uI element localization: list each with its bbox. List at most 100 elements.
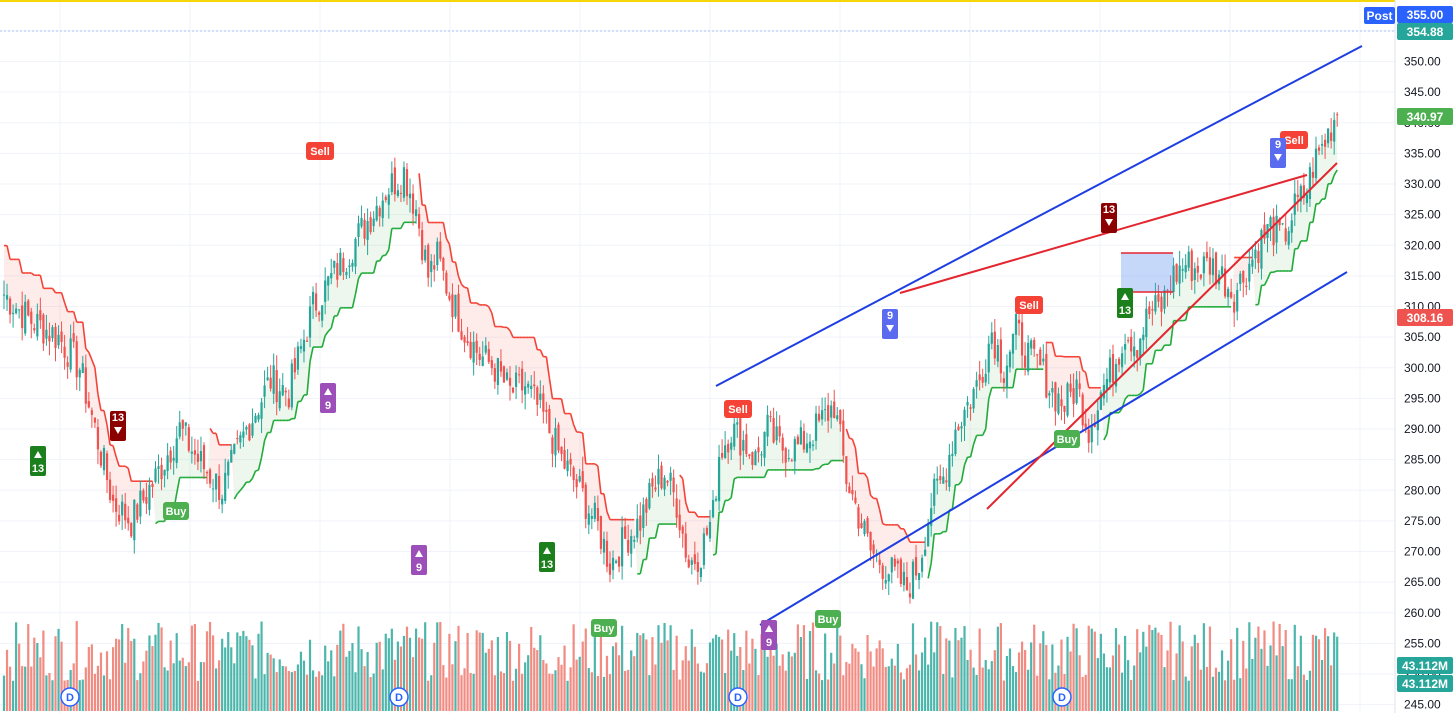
candle-body bbox=[599, 516, 603, 549]
triangle-up-icon bbox=[1121, 293, 1129, 300]
candle-body bbox=[1323, 139, 1327, 147]
volume-bar bbox=[569, 667, 572, 711]
supertrend-line bbox=[464, 286, 468, 289]
volume-bar bbox=[824, 633, 827, 711]
candle-body bbox=[408, 193, 412, 199]
supertrend-line bbox=[72, 311, 78, 323]
candle-body bbox=[902, 571, 906, 586]
supertrend-fill bbox=[528, 337, 532, 386]
candle-body bbox=[602, 538, 606, 553]
dividend-marker[interactable]: D bbox=[728, 687, 748, 707]
volume-bar bbox=[427, 680, 430, 711]
volume-bar bbox=[1336, 636, 1339, 711]
candle-body bbox=[881, 565, 884, 579]
candle-body bbox=[33, 328, 36, 331]
volume-bar bbox=[1239, 678, 1242, 711]
volume-bar bbox=[1299, 635, 1302, 711]
candle-body bbox=[287, 398, 290, 408]
candle-body bbox=[587, 513, 590, 525]
volume-bar bbox=[318, 671, 321, 711]
supertrend-line bbox=[878, 509, 884, 524]
volume-bar bbox=[736, 655, 739, 711]
price-axis[interactable]: 350.00345.00340.00335.00330.00325.00320.… bbox=[1394, 0, 1456, 713]
volume-bar bbox=[90, 644, 93, 711]
candle-body bbox=[1124, 343, 1127, 350]
sell-signal[interactable]: Sell bbox=[306, 142, 334, 160]
volume-bar bbox=[445, 677, 448, 711]
supertrend-line bbox=[533, 337, 539, 350]
supertrend-fill bbox=[349, 262, 353, 308]
candle-body bbox=[963, 409, 966, 426]
candle-body bbox=[124, 503, 127, 521]
candle-body bbox=[321, 305, 324, 321]
sell-signal[interactable]: Sell bbox=[1015, 296, 1043, 314]
dividend-marker[interactable]: D bbox=[1052, 687, 1072, 707]
candle-body bbox=[693, 554, 696, 564]
candle-body bbox=[1320, 143, 1324, 146]
supertrend-line bbox=[1324, 183, 1329, 200]
candle-body bbox=[1242, 271, 1245, 283]
buy-signal[interactable]: Buy bbox=[591, 619, 617, 637]
volume-bar bbox=[1257, 626, 1260, 711]
supertrend-line bbox=[539, 349, 545, 357]
price-tag: 308.16 bbox=[1397, 309, 1453, 326]
candle-body bbox=[911, 561, 915, 599]
supertrend-line bbox=[466, 287, 472, 304]
volume-bar bbox=[475, 630, 478, 711]
buy-signal[interactable]: Buy bbox=[1054, 430, 1080, 448]
candle-body bbox=[893, 558, 896, 567]
price-tick-label: 260.00 bbox=[1404, 606, 1441, 620]
candle-body bbox=[721, 453, 724, 458]
highlight-box[interactable] bbox=[1121, 253, 1173, 292]
candle-body bbox=[930, 508, 933, 526]
volume-bar bbox=[8, 666, 12, 711]
volume-bar bbox=[575, 659, 578, 711]
candle-body bbox=[927, 523, 930, 547]
candle-body bbox=[533, 384, 536, 387]
upper-channel-line[interactable] bbox=[715, 45, 1363, 387]
volume-bar bbox=[857, 651, 860, 711]
candle-body bbox=[824, 409, 827, 411]
red-support-line[interactable] bbox=[986, 162, 1338, 510]
candle-body bbox=[651, 478, 654, 487]
volume-bar bbox=[236, 632, 239, 711]
supertrend-line bbox=[1124, 394, 1129, 400]
candle-body bbox=[348, 265, 351, 268]
volume-bar bbox=[675, 635, 678, 711]
signal-box bbox=[163, 502, 189, 520]
volume-bar bbox=[787, 651, 790, 711]
volume-bar bbox=[817, 673, 821, 711]
trendlines[interactable] bbox=[715, 45, 1363, 626]
volume-bar bbox=[460, 675, 463, 711]
dividend-marker[interactable]: D bbox=[389, 687, 409, 707]
sell-signal[interactable]: Sell bbox=[1280, 131, 1308, 149]
supertrend-fill bbox=[737, 422, 741, 478]
candle-body bbox=[136, 504, 139, 520]
lower-channel-line[interactable] bbox=[759, 271, 1348, 626]
sell-signal[interactable]: Sell bbox=[724, 400, 752, 418]
red-resistance-line[interactable] bbox=[899, 174, 1308, 294]
volume-bar bbox=[33, 637, 36, 711]
candle-body bbox=[115, 498, 118, 512]
buy-signal[interactable]: Buy bbox=[163, 502, 189, 520]
buy-signal[interactable]: Buy bbox=[815, 610, 841, 628]
supertrend-fill bbox=[691, 512, 695, 564]
volume-bar bbox=[481, 632, 484, 711]
candle-body bbox=[411, 193, 415, 214]
supertrend-line bbox=[97, 394, 102, 411]
candle-body bbox=[1027, 342, 1030, 372]
candle-body bbox=[127, 517, 130, 524]
volume-bar bbox=[157, 622, 160, 711]
candle-body bbox=[645, 499, 648, 513]
candle-body bbox=[260, 402, 263, 419]
candle-body bbox=[1260, 230, 1263, 269]
dividend-marker[interactable]: D bbox=[60, 687, 80, 707]
candle-body bbox=[1296, 194, 1299, 197]
supertrend-line bbox=[594, 463, 599, 467]
volume-bar bbox=[305, 674, 309, 711]
candle-body bbox=[802, 431, 806, 450]
candle-body bbox=[496, 357, 499, 386]
